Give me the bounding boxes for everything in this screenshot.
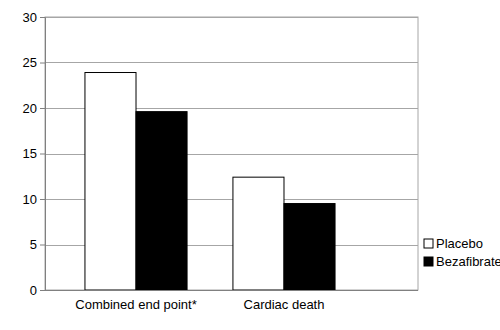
grid-line (45, 62, 418, 63)
x-tick-label: Cardiac death (244, 297, 325, 312)
bar (284, 204, 335, 290)
bar (233, 177, 284, 290)
y-axis: 0 5 10 15 20 25 30 (23, 10, 46, 298)
plot-frame (45, 17, 418, 290)
y-tick-label: 15 (23, 146, 37, 161)
x-tick: Combined end point* (75, 290, 196, 312)
y-tick-mark (40, 108, 45, 109)
y-axis-line (40, 18, 46, 291)
grid-line (45, 290, 418, 291)
bar (136, 112, 187, 290)
x-tick: Cardiac death (244, 290, 325, 312)
y-tick-label: 20 (23, 101, 37, 116)
bar (85, 73, 136, 290)
y-tick: 10 (23, 192, 45, 207)
y-tick: 5 (30, 237, 45, 252)
legend-swatch (424, 239, 433, 248)
grid-line (45, 17, 418, 18)
y-tick-mark (40, 63, 45, 64)
y-tick-mark (40, 154, 45, 155)
x-axis-line (45, 290, 418, 291)
y-tick-label: 0 (30, 283, 37, 298)
x-axis: Combined end point* Cardiac death (75, 290, 324, 312)
y-tick: 0 (30, 283, 45, 298)
grid (45, 18, 418, 291)
legend-swatch (424, 257, 433, 266)
bars (85, 73, 335, 290)
legend: Placebo Bezafibrate (424, 236, 500, 269)
y-tick-label: 10 (23, 192, 37, 207)
y-tick: 25 (23, 55, 45, 70)
y-tick: 30 (23, 10, 45, 25)
y-tick-mark (40, 199, 45, 200)
legend-label: Placebo (436, 236, 483, 251)
x-tick-label: Combined end point* (75, 297, 196, 312)
y-tick: 20 (23, 101, 45, 116)
y-tick: 15 (23, 146, 45, 161)
y-tick-mark (40, 17, 45, 18)
chart: 0 5 10 15 20 25 30 Combined end point* Cardiac d… (0, 0, 500, 330)
y-tick-label: 30 (23, 10, 37, 25)
y-tick-mark (40, 245, 45, 246)
legend-label: Bezafibrate (436, 254, 500, 269)
y-tick-mark (40, 290, 45, 291)
y-tick-label: 5 (30, 237, 37, 252)
y-tick-label: 25 (23, 55, 37, 70)
